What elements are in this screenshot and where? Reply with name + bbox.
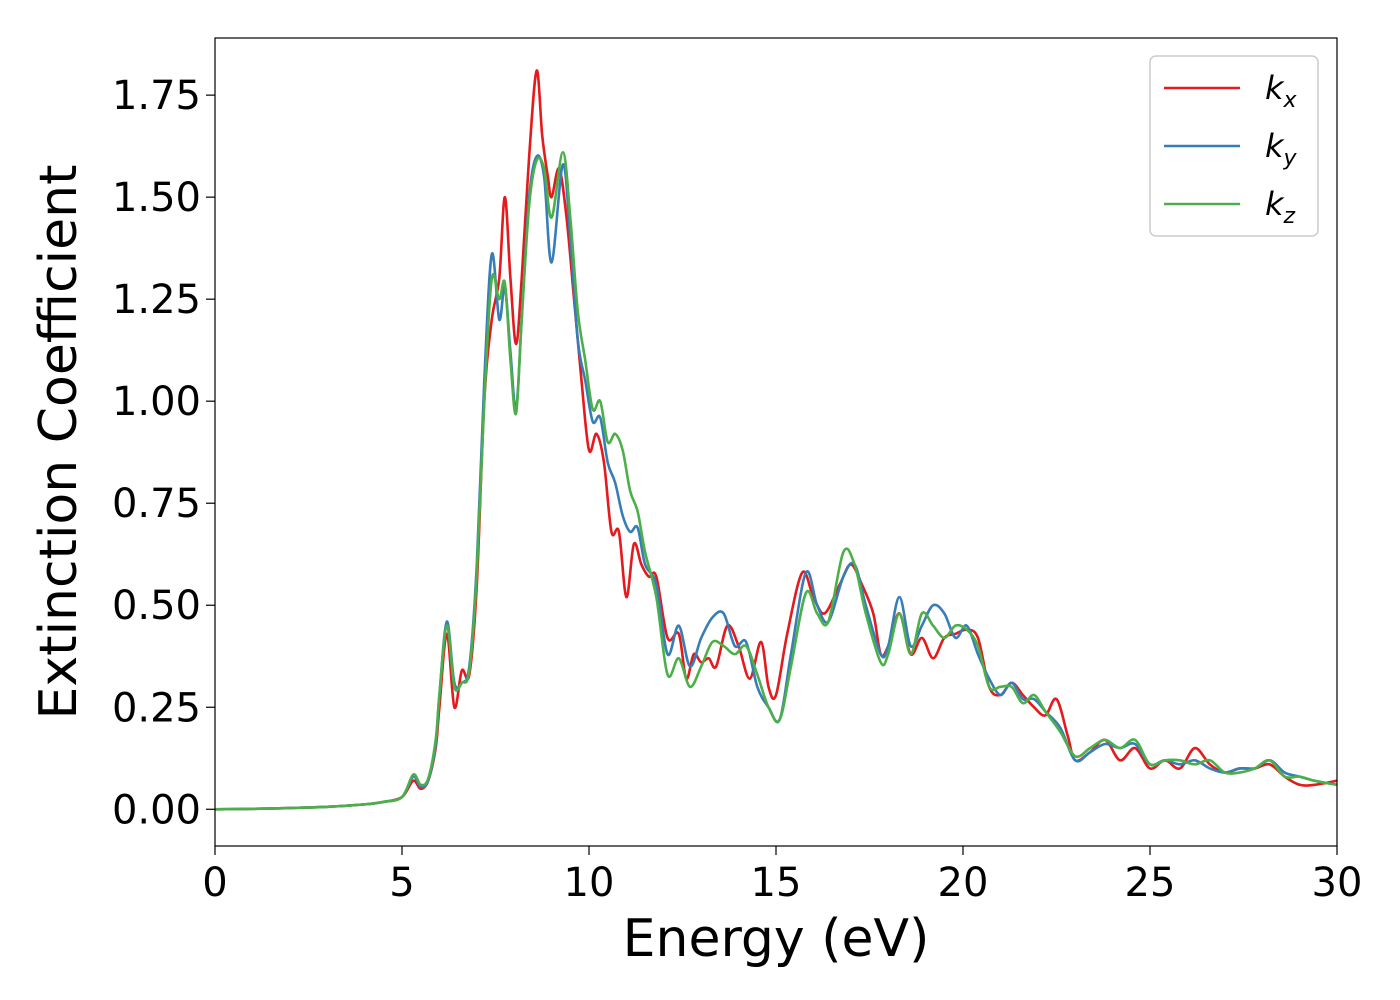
x-axis-title: Energy (eV)	[623, 909, 930, 969]
x-tick-label: 20	[938, 860, 989, 906]
legend-subscript: z	[1283, 204, 1296, 229]
x-axis-ticks: 0 5 10 15 20 25 30	[202, 846, 1362, 906]
series-layer	[214, 69, 1338, 811]
y-tick-label: 0.25	[112, 685, 201, 731]
y-tick-label: 0.75	[112, 481, 201, 527]
y-tick-label: 0.50	[112, 583, 201, 629]
x-tick-label: 5	[389, 860, 414, 906]
x-tick-label: 25	[1125, 860, 1176, 906]
x-tick-label: 10	[564, 860, 615, 906]
x-tick-label: 15	[751, 860, 802, 906]
y-tick-label: 1.75	[112, 73, 201, 119]
x-tick-label: 0	[202, 860, 227, 906]
y-tick-label: 1.25	[112, 277, 201, 323]
y-tick-label: 0.00	[112, 787, 201, 833]
y-axis-ticks: 0.00 0.25 0.50 0.75 1.00 1.25 1.50 1.75	[112, 73, 215, 833]
y-tick-label: 1.00	[112, 379, 201, 425]
y-axis-title: Extinction Coefficient	[29, 165, 89, 720]
legend-subscript: x	[1283, 88, 1298, 113]
y-tick-label: 1.50	[112, 175, 201, 221]
x-tick-label: 30	[1312, 860, 1363, 906]
series-line-kz	[214, 150, 1338, 811]
legend-subscript: y	[1283, 146, 1298, 171]
